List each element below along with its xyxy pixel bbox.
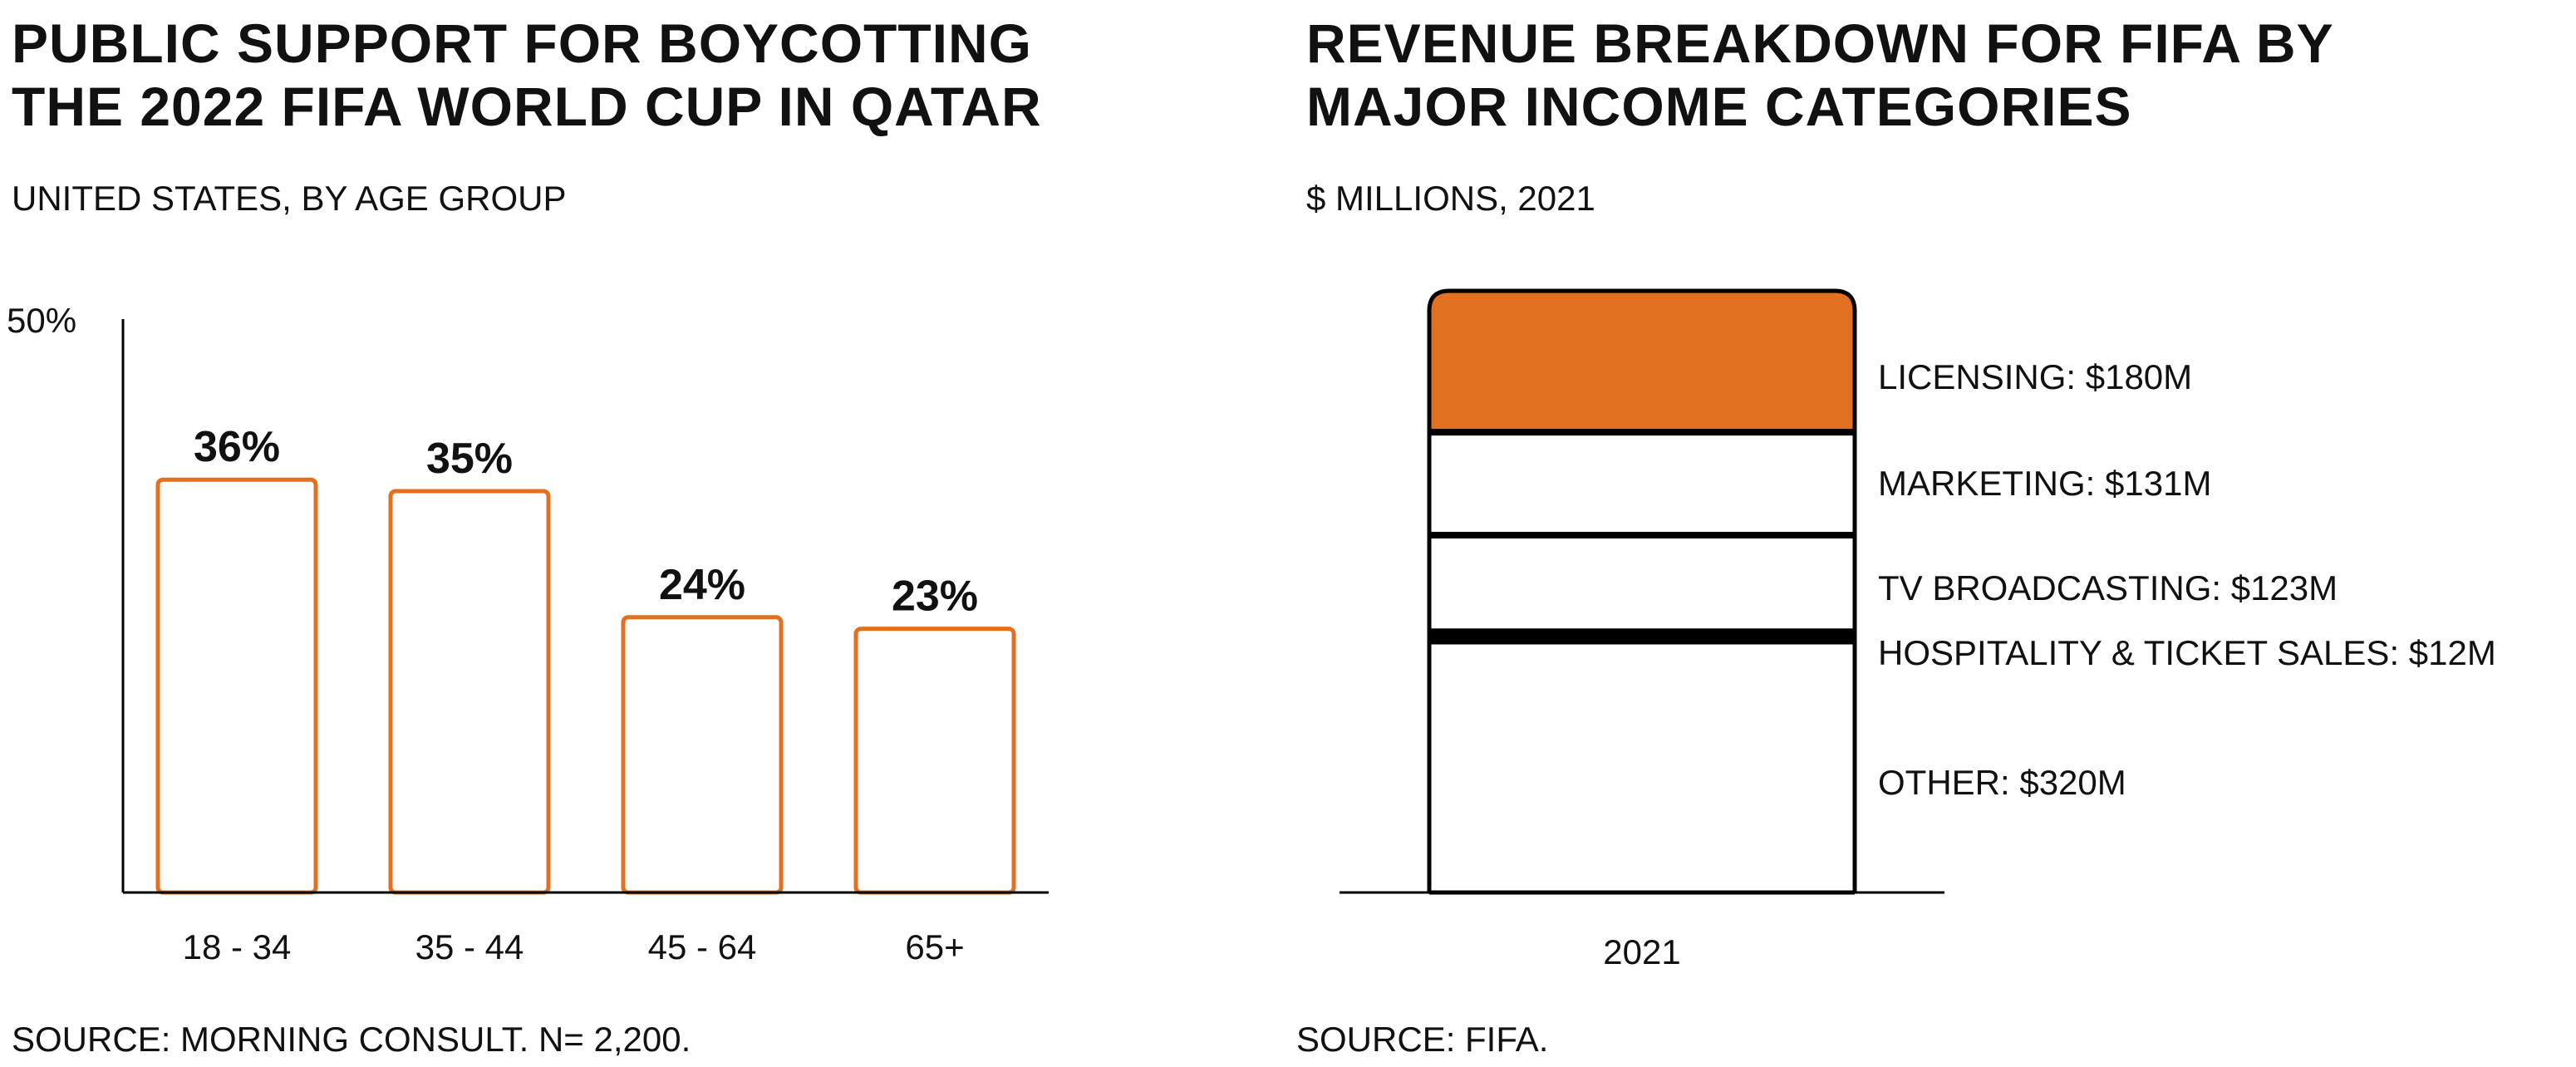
revenue-chart-source: SOURCE: FIFA. <box>1296 1020 1549 1059</box>
bar-18-34 <box>155 477 318 895</box>
boycott-chart-title: PUBLIC SUPPORT FOR BOYCOTTING THE 2022 F… <box>12 12 1042 137</box>
revenue-chart-subtitle: $ MILLIONS, 2021 <box>1306 179 1595 218</box>
fifa-revenue-panel: REVENUE BREAKDOWN FOR FIFA BY MAJOR INCO… <box>1280 0 2576 1067</box>
segment-licensing <box>1427 288 1857 435</box>
segment-hospitality-and-ticket-sales <box>1429 632 1855 642</box>
segment-label-tv-broadcasting: TV BROADCASTING: $123M <box>1878 568 2338 607</box>
bar-45-64 <box>621 615 784 895</box>
x-axis-tick-label: 65+ <box>905 927 964 966</box>
x-axis-tick-label: 2021 <box>1603 932 1680 971</box>
segment-other <box>1429 641 1855 892</box>
bar-value-label: 36% <box>194 423 280 471</box>
revenue-stacked-bar-chart: OTHER: $320M HOSPITALITY & TICKET SALES: … <box>1340 288 2496 971</box>
segment-label-licensing: LICENSING: $180M <box>1878 357 2192 396</box>
boycott-chart-subtitle: UNITED STATES, BY AGE GROUP <box>12 179 567 218</box>
bar-35-44 <box>388 489 551 895</box>
segment-label-other: OTHER: $320M <box>1878 763 2126 802</box>
y-axis-tick-label: 50% <box>7 301 76 340</box>
x-axis-tick-label: 45 - 64 <box>648 927 757 966</box>
bar-value-label: 24% <box>659 561 745 609</box>
bar-value-label: 23% <box>892 573 978 621</box>
boycott-support-panel: PUBLIC SUPPORT FOR BOYCOTTING THE 2022 F… <box>0 0 1280 1067</box>
segment-label-hospitality-and-ticket-sales: HOSPITALITY & TICKET SALES: $12M <box>1878 633 2496 672</box>
x-axis-tick-label: 35 - 44 <box>415 927 524 966</box>
bar-value-label: 35% <box>426 435 513 483</box>
bar-65 <box>853 627 1016 895</box>
boycott-chart-source: SOURCE: MORNING CONSULT. N= 2,200. <box>12 1020 691 1059</box>
segment-marketing <box>1429 432 1855 535</box>
segment-label-marketing: MARKETING: $131M <box>1878 464 2211 503</box>
boycott-bar-chart: 50% 36% 18 - 34 35% 35 - 44 24% 45 - 64 23% 65+ <box>7 301 1049 966</box>
segment-tv-broadcasting <box>1429 534 1855 632</box>
revenue-chart-title: REVENUE BREAKDOWN FOR FIFA BY MAJOR INCO… <box>1306 12 2334 137</box>
x-axis-tick-label: 18 - 34 <box>183 927 292 966</box>
